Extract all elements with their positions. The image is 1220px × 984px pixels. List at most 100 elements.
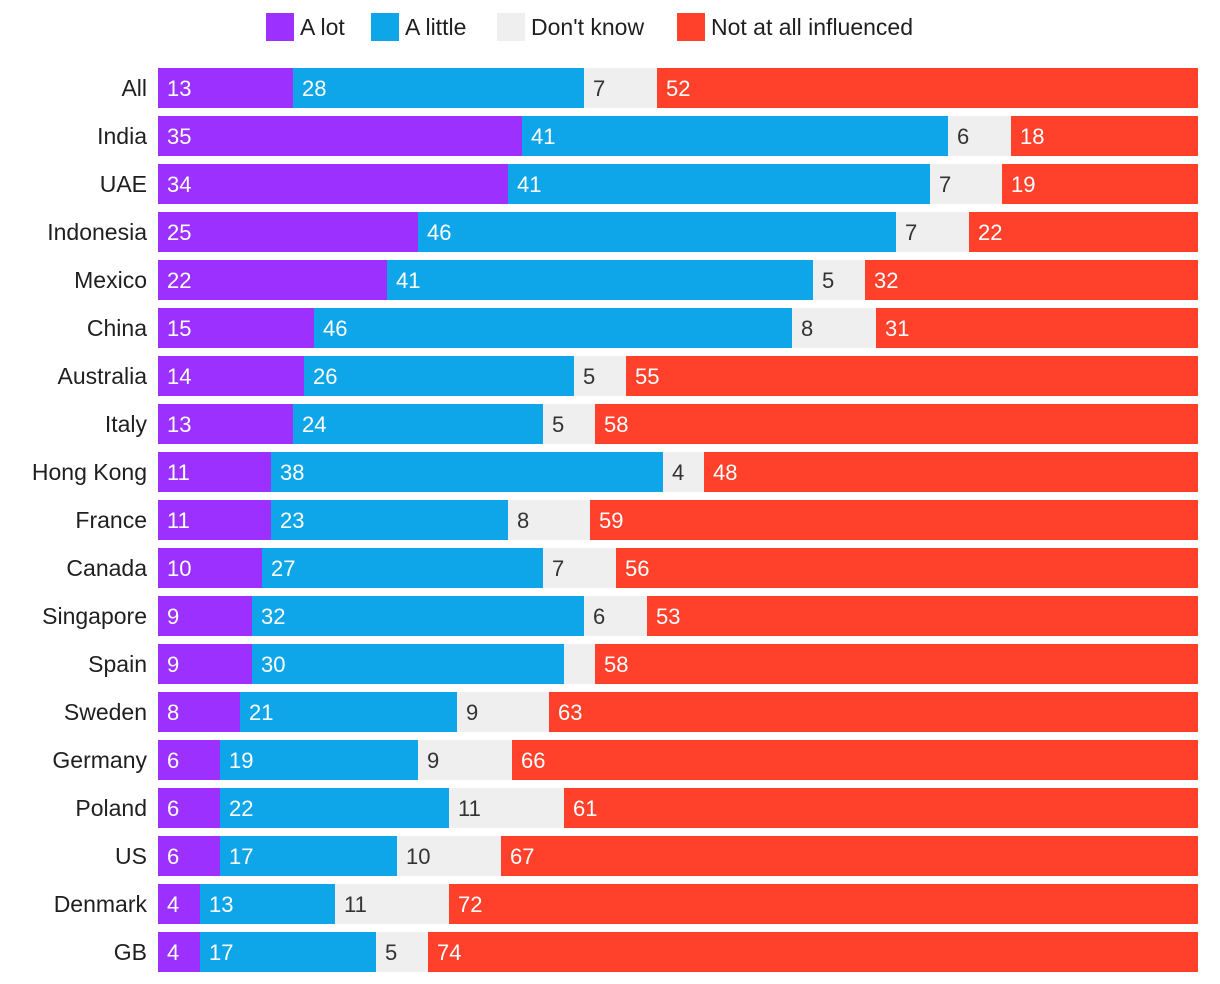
- category-label: Germany: [52, 747, 147, 773]
- bar-segment-a-little: [314, 308, 792, 348]
- data-label-don-t-know: 9: [466, 700, 478, 725]
- bar-segment-a-lot: [158, 356, 304, 396]
- bar-segment-don-t-know: [335, 884, 449, 924]
- legend-label-a-little: A little: [405, 14, 466, 40]
- data-label-a-little: 27: [271, 556, 295, 581]
- bar-segment-a-little: [418, 212, 896, 252]
- data-label-a-little: 41: [517, 172, 541, 197]
- bar-segment-a-little: [522, 116, 948, 156]
- data-label-a-lot: 15: [167, 316, 191, 341]
- data-label-a-lot: 11: [167, 460, 190, 485]
- bar-segment-a-lot: [158, 404, 293, 444]
- data-label-a-lot: 6: [167, 844, 179, 869]
- bar-segment-don-t-know: [948, 116, 1011, 156]
- bar-segment-a-little: [252, 596, 584, 636]
- legend: A lot A little Don't know Not at all influe…: [266, 13, 913, 41]
- bar-row-hong-kong: Hong Kong 11 38 4 48: [32, 452, 1198, 492]
- data-label-not-at-all-influenced: 56: [625, 556, 649, 581]
- data-label-a-lot: 4: [167, 940, 179, 965]
- data-label-not-at-all-influenced: 19: [1011, 172, 1035, 197]
- bar-segment-don-t-know: [574, 356, 626, 396]
- bar-segment-not-at-all-influenced: [1011, 116, 1198, 156]
- data-label-a-little: 46: [323, 316, 347, 341]
- category-label: Australia: [58, 363, 148, 389]
- data-label-not-at-all-influenced: 66: [521, 748, 545, 773]
- bar-segment-don-t-know: [663, 452, 704, 492]
- data-label-a-little: 21: [249, 700, 273, 725]
- bar-segment-not-at-all-influenced: [549, 692, 1198, 732]
- data-label-a-little: 26: [313, 364, 337, 389]
- data-label-a-lot: 4: [167, 892, 179, 917]
- legend-item-not-at-all-influenced: Not at all influenced: [677, 13, 913, 41]
- category-label: US: [115, 843, 147, 869]
- data-label-a-lot: 11: [167, 508, 190, 533]
- bar-segment-a-little: [387, 260, 813, 300]
- category-label: Indonesia: [47, 219, 147, 245]
- bar-segment-a-little: [200, 884, 335, 924]
- bar-row-uae: UAE 34 41 7 19: [100, 164, 1198, 204]
- bar-segment-a-little: [271, 500, 508, 540]
- bar-segment-a-little: [220, 788, 449, 828]
- data-label-don-t-know: 5: [552, 412, 564, 437]
- bar-segment-a-lot: [158, 644, 252, 684]
- bar-segment-don-t-know: [813, 260, 865, 300]
- bar-segment-not-at-all-influenced: [501, 836, 1198, 876]
- category-label: GB: [114, 939, 147, 965]
- data-label-a-little: 32: [261, 604, 285, 629]
- category-label: UAE: [100, 171, 147, 197]
- bar-segment-a-little: [220, 836, 397, 876]
- data-label-don-t-know: 10: [406, 844, 430, 869]
- data-label-don-t-know: 7: [593, 76, 605, 101]
- bar-segment-don-t-know: [543, 404, 595, 444]
- data-label-not-at-all-influenced: 58: [604, 652, 628, 677]
- bar-segment-don-t-know: [376, 932, 428, 972]
- bar-segment-don-t-know: [543, 548, 616, 588]
- bar-segment-a-lot: [158, 692, 240, 732]
- bar-segment-a-lot: [158, 164, 508, 204]
- data-label-don-t-know: 5: [583, 364, 595, 389]
- data-label-a-lot: 8: [167, 700, 179, 725]
- data-label-don-t-know: 7: [552, 556, 564, 581]
- bar-row-gb: GB 4 17 5 74: [114, 932, 1198, 972]
- category-label: Poland: [75, 795, 147, 821]
- category-label: Denmark: [54, 891, 148, 917]
- data-label-a-lot: 9: [167, 604, 179, 629]
- data-label-not-at-all-influenced: 31: [885, 316, 909, 341]
- data-label-a-lot: 6: [167, 796, 179, 821]
- data-label-not-at-all-influenced: 74: [437, 940, 461, 965]
- bar-segment-not-at-all-influenced: [595, 404, 1198, 444]
- bar-segment-a-little: [262, 548, 543, 588]
- data-label-a-little: 38: [280, 460, 304, 485]
- bar-segment-a-little: [200, 932, 376, 972]
- bar-row-sweden: Sweden 8 21 9 63: [64, 692, 1198, 732]
- bar-segment-don-t-know: [584, 68, 657, 108]
- bar-row-france: France 11 23 8 59: [75, 500, 1198, 540]
- data-label-not-at-all-influenced: 58: [604, 412, 628, 437]
- bar-segment-not-at-all-influenced: [590, 500, 1198, 540]
- data-label-a-little: 41: [531, 124, 555, 149]
- bar-row-indonesia: Indonesia 25 46 7 22: [47, 212, 1198, 252]
- bar-segment-don-t-know: [457, 692, 549, 732]
- data-label-not-at-all-influenced: 48: [713, 460, 737, 485]
- bar-segment-a-little: [304, 356, 574, 396]
- data-label-a-little: 23: [280, 508, 304, 533]
- data-label-a-lot: 9: [167, 652, 179, 677]
- bar-segment-not-at-all-influenced: [595, 644, 1198, 684]
- data-label-a-little: 24: [302, 412, 326, 437]
- bar-segment-not-at-all-influenced: [564, 788, 1198, 828]
- bar-segment-not-at-all-influenced: [969, 212, 1198, 252]
- data-label-not-at-all-influenced: 18: [1020, 124, 1044, 149]
- data-label-don-t-know: 4: [672, 460, 684, 485]
- category-label: Singapore: [42, 603, 147, 629]
- bar-segment-don-t-know: [449, 788, 564, 828]
- data-label-a-little: 30: [261, 652, 285, 677]
- category-label: All: [121, 75, 147, 101]
- data-label-a-lot: 10: [167, 556, 191, 581]
- bar-row-us: US 6 17 10 67: [115, 836, 1198, 876]
- bar-segment-a-lot: [158, 740, 220, 780]
- legend-label-don-t-know: Don't know: [531, 14, 644, 40]
- bar-segment-a-lot: [158, 116, 522, 156]
- bar-segment-not-at-all-influenced: [626, 356, 1198, 396]
- category-label: Canada: [66, 555, 147, 581]
